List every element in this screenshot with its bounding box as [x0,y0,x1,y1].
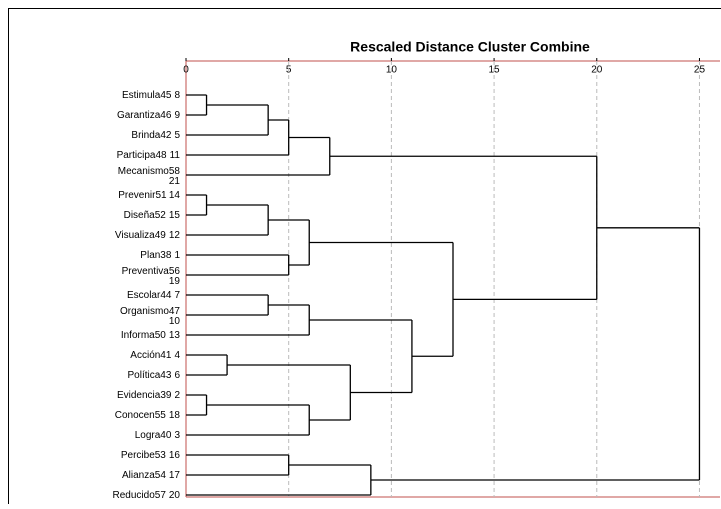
leaf-id: 18 [169,410,181,421]
leaf-name: Informa50 [121,330,166,341]
leaf-id: 1 [174,250,180,261]
frame [9,9,721,505]
leaf-name: Conocen55 [115,410,167,421]
leaf-id: 21 [169,176,181,187]
leaf-name: Política43 [128,370,172,381]
leaf-name: Garantiza46 [117,110,172,121]
leaf-id: 16 [169,450,181,461]
leaf-name: Estimula45 [122,90,172,101]
leaf-id: 20 [169,490,181,501]
leaf-id: 12 [169,230,181,241]
leaf-id: 6 [174,370,180,381]
leaf-id: 7 [174,290,180,301]
leaf-name: Participa48 [117,150,167,161]
leaf-id: 3 [174,430,180,441]
leaf-id: 11 [170,150,181,161]
leaf-name: Evidencia39 [117,390,172,401]
leaf-name: Reducido57 [113,490,167,501]
leaf-id: 15 [169,210,181,221]
leaf-id: 8 [174,90,180,101]
leaf-name: Plan38 [140,250,172,261]
leaf-name: Brinda42 [131,130,171,141]
leaf-id: 4 [174,350,180,361]
leaf-id: 19 [169,276,181,287]
leaf-name: Escolar44 [127,290,172,301]
leaf-name: Acción41 [130,350,172,361]
leaf-name: Logra40 [135,430,172,441]
leaf-name: Diseña52 [124,210,167,221]
leaf-id: 9 [174,110,180,121]
leaf-name: Prevenir51 [118,190,167,201]
leaf-name: Percibe53 [121,450,166,461]
leaf-name: Visualiza49 [115,230,166,241]
leaf-id: 14 [169,190,181,201]
leaf-id: 13 [169,330,181,341]
leaf-id: 5 [174,130,180,141]
leaf-id: 10 [169,316,181,327]
leaf-id: 2 [174,390,180,401]
x-tick-label: 0 [183,65,189,76]
leaf-name: Alianza54 [122,470,166,481]
leaf-id: 17 [169,470,181,481]
chart-title: Rescaled Distance Cluster Combine [350,39,590,55]
